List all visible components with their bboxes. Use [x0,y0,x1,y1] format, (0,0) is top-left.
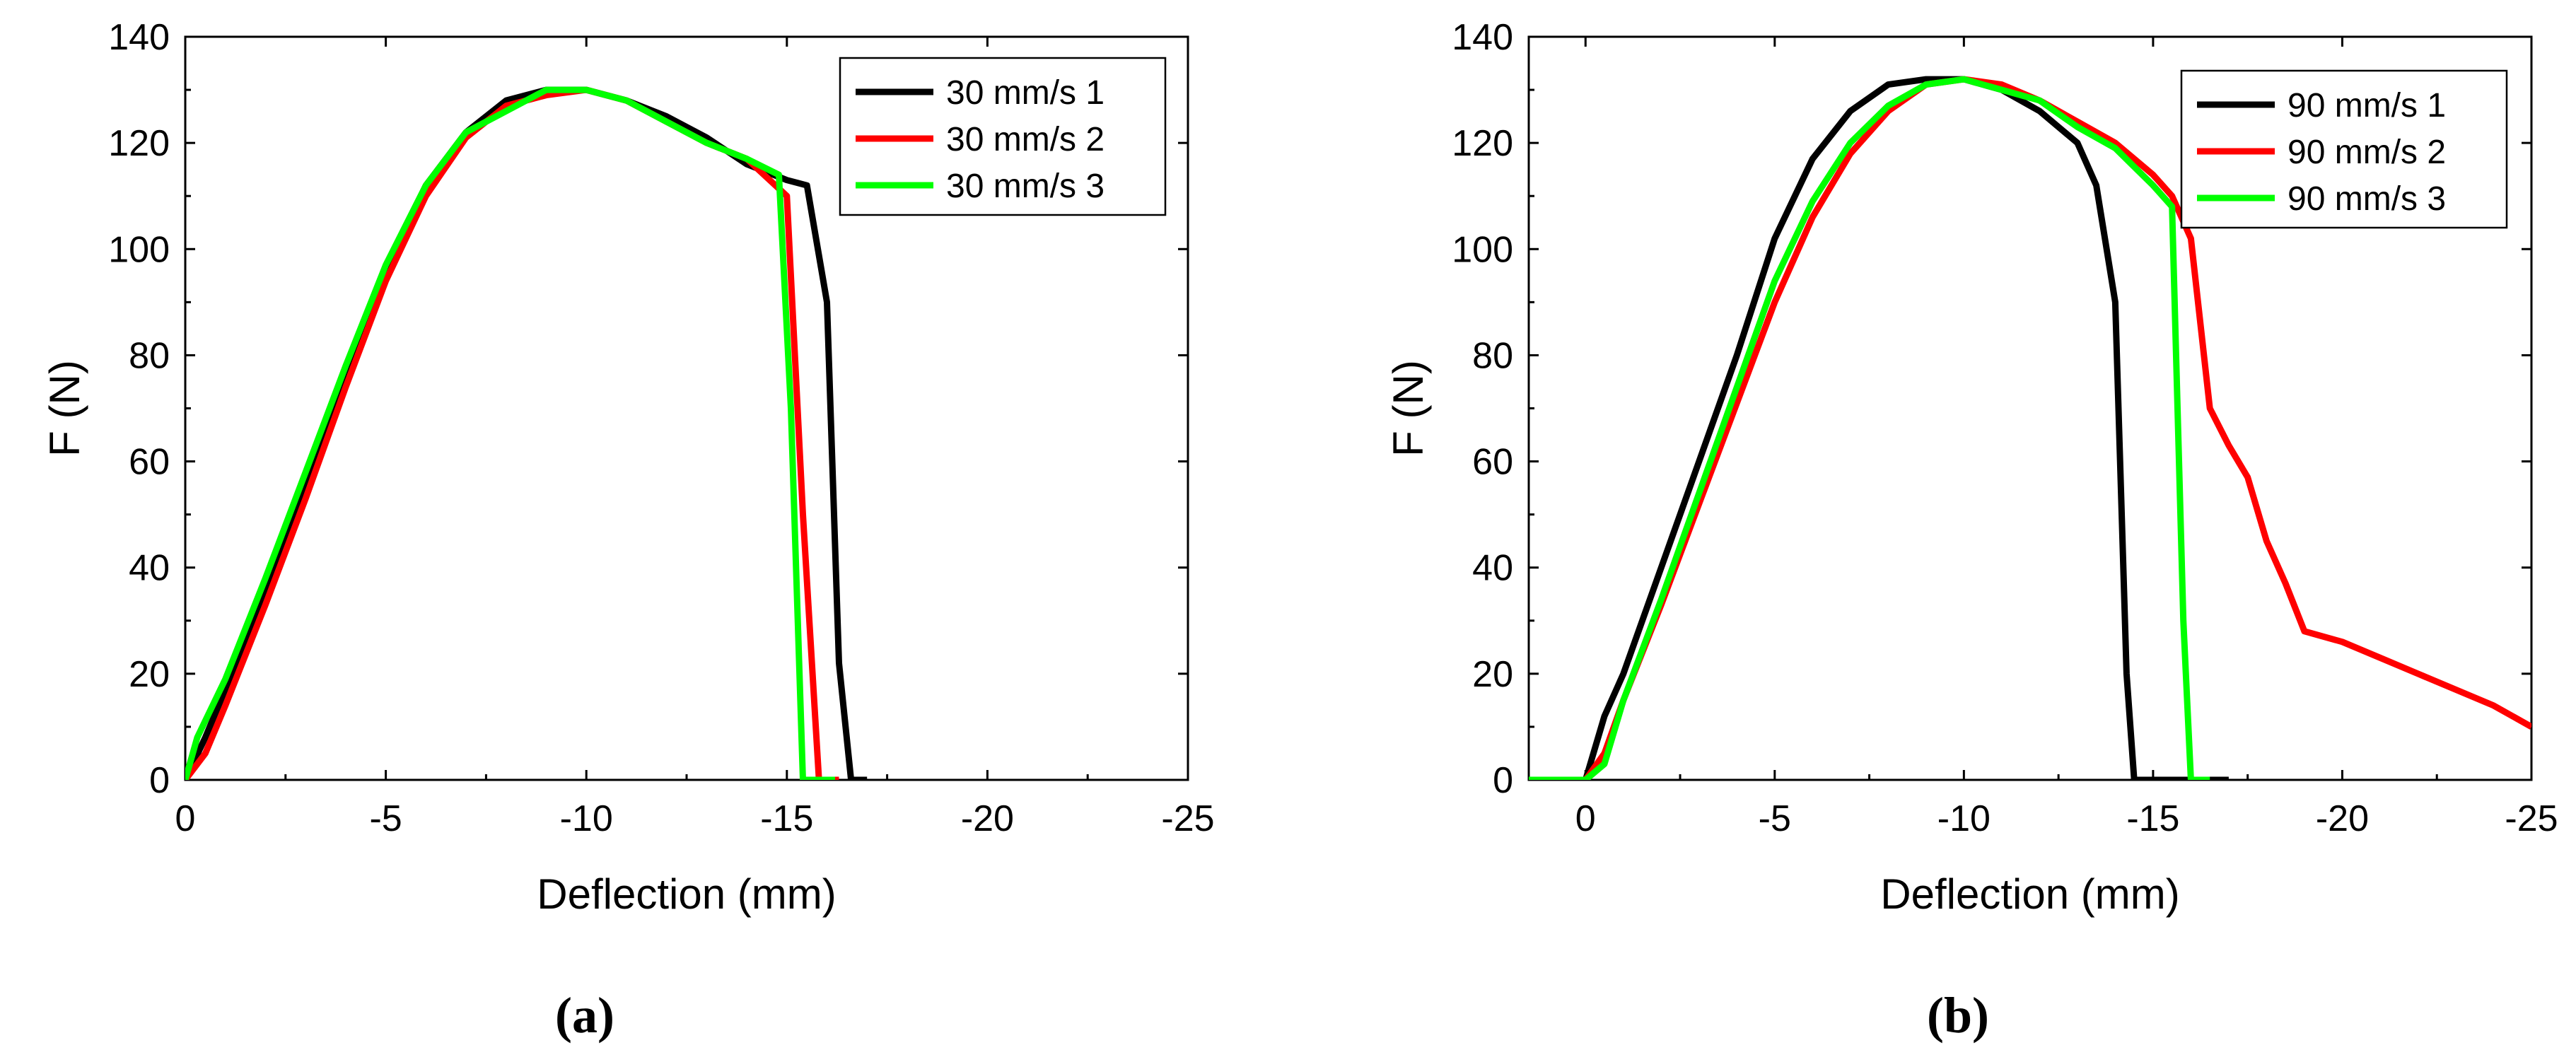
x-tick-label: 0 [1575,798,1596,839]
x-tick-label: -5 [1759,798,1791,839]
y-tick-label: 100 [1452,229,1513,270]
x-tick-label: -20 [961,798,1014,839]
y-tick-label: 60 [1472,442,1513,483]
series-line-2 [185,86,839,780]
x-tick-label: -15 [2126,798,2179,839]
legend-entry: 30 mm/s 1 [946,74,1105,112]
y-tick-label: 0 [149,760,170,801]
x-tick-label: 0 [175,798,196,839]
series-line-2 [1529,76,2531,780]
y-tick-label: 120 [108,123,170,164]
legend-entry: 30 mm/s 2 [946,121,1105,158]
legend-entry: 90 mm/s 1 [2287,87,2446,124]
series-line-3 [185,86,835,780]
legend-entry: 90 mm/s 2 [2287,134,2446,171]
y-tick-label: 20 [129,654,170,695]
y-tick-label: 20 [1472,654,1513,695]
legend-entry: 30 mm/s 3 [946,168,1105,205]
x-axis-label: Deflection (mm) [537,870,836,918]
x-tick-label: -5 [369,798,402,839]
series-line-1 [1529,76,2229,780]
y-tick-label: 40 [1472,548,1513,589]
x-tick-label: -10 [1937,798,1991,839]
y-tick-label: 120 [1452,123,1513,164]
series-line-3 [1529,76,2210,780]
chart-b: 0 -5 -10 -15 -20 -25 0 20 40 60 80 100 120 140 Deflect… [1385,17,2558,918]
y-tick-label: 60 [129,442,170,483]
x-tick-label: -20 [2316,798,2369,839]
chart-a: 0 -5 -10 -15 -20 -25 0 20 40 60 80 100 120 140 Deflect… [41,17,1215,918]
y-tick-label: 140 [1452,17,1513,58]
caption-a: (a) [555,987,614,1044]
y-tick-label: 80 [129,335,170,376]
caption-b: (b) [1927,987,1989,1044]
y-tick-label: 140 [108,17,170,58]
series-line-1 [185,86,868,780]
y-tick-label: 100 [108,229,170,270]
y-axis-label: F (N) [41,360,88,457]
y-tick-label: 0 [1493,760,1513,801]
legend-entry: 90 mm/s 3 [2287,180,2446,218]
y-tick-label: 40 [129,548,170,589]
x-tick-label: -25 [2505,798,2558,839]
x-axis-label: Deflection (mm) [1880,870,2179,918]
y-tick-label: 80 [1472,335,1513,376]
y-axis-label: F (N) [1385,360,1432,457]
x-tick-label: -25 [1161,798,1214,839]
x-tick-label: -10 [560,798,613,839]
x-tick-label: -15 [760,798,813,839]
